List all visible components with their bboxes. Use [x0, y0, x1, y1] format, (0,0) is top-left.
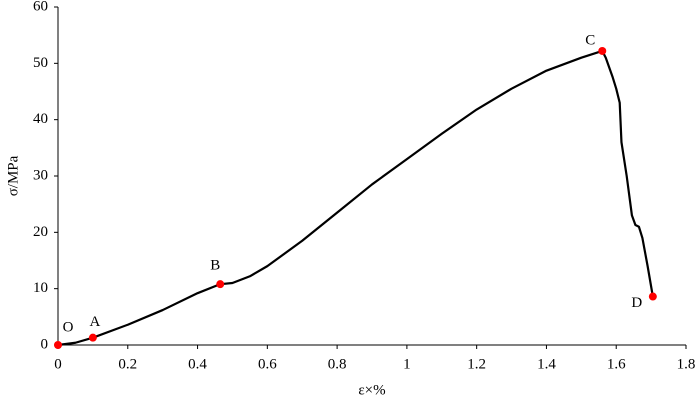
x-tick-label: 1 [403, 356, 411, 372]
point [598, 46, 607, 55]
x-axis-label: ε×% [358, 382, 385, 398]
y-tick-label: 50 [33, 55, 48, 71]
point-label: O [63, 319, 74, 335]
point [54, 341, 62, 349]
y-tick-label: 30 [33, 167, 48, 183]
point [88, 333, 97, 342]
y-tick-label: 60 [33, 0, 48, 14]
x-tick-label: 0.8 [328, 356, 347, 372]
point [216, 280, 225, 289]
y-axis-label: σ/MPa [5, 155, 21, 196]
y-tick-label: 10 [33, 280, 48, 296]
curve [57, 49, 654, 347]
x-tick-label: 0.6 [258, 356, 277, 372]
x-tick-label: 0.4 [188, 356, 207, 372]
x-tick-label: 0.2 [118, 356, 137, 372]
x-tick-label: 1.6 [607, 356, 626, 372]
x-tick-label: 1.2 [467, 356, 486, 372]
y-tick-label: 20 [33, 224, 48, 240]
y-tick-label: 40 [33, 111, 48, 127]
point-label: D [631, 295, 642, 311]
point-label: C [585, 32, 595, 48]
x-tick-label: 0 [54, 356, 62, 372]
point-label: B [210, 258, 220, 274]
x-tick-label: 1.4 [537, 356, 556, 372]
x-tick-label: 1.8 [677, 356, 696, 372]
point [648, 292, 657, 301]
point-label: A [89, 314, 100, 330]
y-tick-label: 0 [41, 336, 49, 352]
